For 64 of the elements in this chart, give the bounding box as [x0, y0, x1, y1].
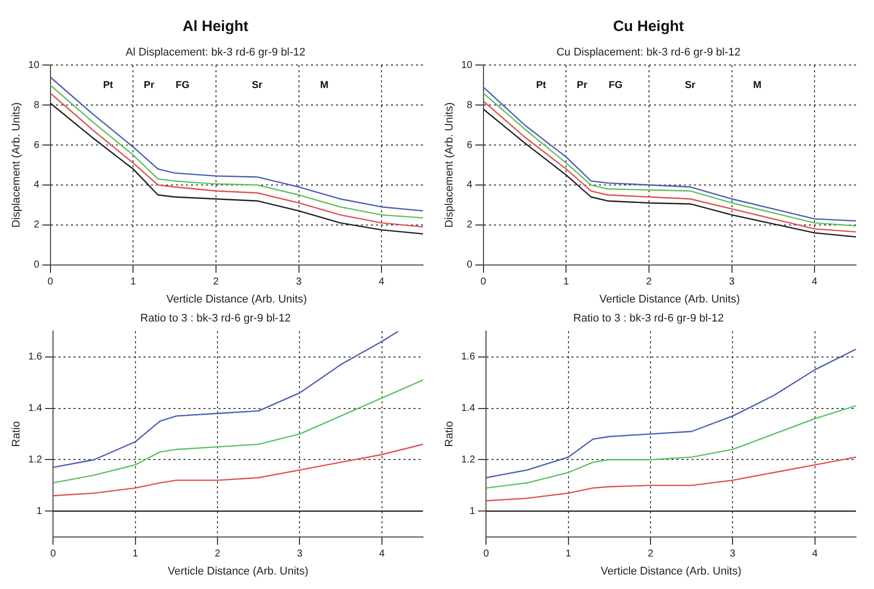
x-axis-title: Verticle Distance (Arb. Units) — [599, 293, 740, 306]
x-tick-label: 1 — [566, 548, 572, 560]
y-tick-label: 1.6 — [461, 352, 476, 363]
annotation: Pr — [144, 80, 154, 91]
chart-subtitle: Ratio to 3 : bk-3 rd-6 gr-9 bl-12 — [140, 312, 291, 325]
x-axis-title: Verticle Distance (Arb. Units) — [166, 293, 307, 306]
chart-title: Al Height — [182, 18, 248, 36]
y-tick-label: 2 — [466, 220, 473, 231]
annotation: Pr — [576, 80, 588, 91]
annotation: M — [320, 80, 328, 91]
annotation: FG — [608, 80, 623, 91]
y-tick-label: 10 — [461, 60, 473, 71]
y-tick-label: 1.4 — [461, 403, 476, 414]
y-tick-label: 1.2 — [28, 454, 43, 466]
x-tick-label: 0 — [50, 548, 56, 560]
y-tick-label: 4 — [34, 180, 40, 191]
y-axis-title: Displacement (Arb. Units) — [444, 102, 456, 228]
y-axis-title: Displacement (Arb. Units) — [10, 102, 23, 228]
y-tick-label: 0 — [466, 260, 473, 271]
x-tick-label: 0 — [48, 276, 54, 288]
chart-subtitle: Ratio to 3 : bk-3 rd-6 gr-9 bl-12 — [573, 312, 724, 325]
x-tick-label: 1 — [130, 276, 136, 288]
annotation: Pt — [103, 80, 114, 91]
y-tick-label: 6 — [34, 140, 40, 151]
x-tick-label: 0 — [480, 276, 487, 288]
y-tick-label: 4 — [466, 180, 473, 191]
x-axis-title: Verticle Distance (Arb. Units) — [600, 565, 742, 578]
chart-subtitle: Cu Displacement: bk-3 rd-6 gr-9 bl-12 — [556, 46, 741, 59]
x-tick-label: 4 — [379, 548, 386, 560]
y-tick-label: 1 — [36, 506, 43, 517]
annotation: M — [753, 80, 762, 91]
x-tick-label: 3 — [296, 276, 302, 288]
x-tick-label: 2 — [648, 548, 654, 560]
x-tick-label: 4 — [378, 276, 385, 288]
x-tick-label: 0 — [483, 548, 490, 560]
y-tick-label: 1.6 — [28, 352, 43, 363]
annotation: Sr — [684, 80, 696, 91]
x-axis-title: Verticle Distance (Arb. Units) — [168, 565, 308, 578]
x-tick-label: 2 — [646, 276, 652, 288]
y-tick-label: 2 — [34, 220, 40, 231]
y-tick-label: 8 — [466, 100, 473, 111]
y-tick-label: 1.2 — [461, 454, 476, 466]
x-tick-label: 3 — [296, 548, 303, 560]
annotation: Sr — [252, 80, 263, 91]
x-tick-label: 4 — [812, 276, 818, 288]
x-tick-label: 4 — [812, 548, 818, 560]
y-tick-label: 10 — [28, 60, 40, 71]
y-axis-title: Ratio — [10, 421, 23, 447]
x-tick-label: 1 — [132, 548, 139, 560]
x-tick-label: 2 — [214, 548, 221, 560]
x-tick-label: 1 — [563, 276, 570, 288]
y-tick-label: 8 — [34, 100, 40, 111]
y-tick-label: 0 — [34, 260, 40, 271]
annotation: FG — [176, 80, 190, 91]
y-axis-title: Ratio — [444, 421, 456, 447]
annotation: Pt — [536, 80, 547, 91]
y-tick-label: 6 — [466, 140, 473, 151]
x-tick-label: 3 — [730, 548, 736, 560]
x-tick-label: 2 — [213, 276, 220, 288]
chart-title: Cu Height — [613, 18, 684, 36]
y-tick-label: 1 — [470, 506, 476, 517]
y-tick-label: 1.4 — [28, 403, 43, 414]
x-tick-label: 3 — [728, 276, 735, 288]
chart-subtitle: Al Displacement: bk-3 rd-6 gr-9 bl-12 — [126, 46, 306, 59]
